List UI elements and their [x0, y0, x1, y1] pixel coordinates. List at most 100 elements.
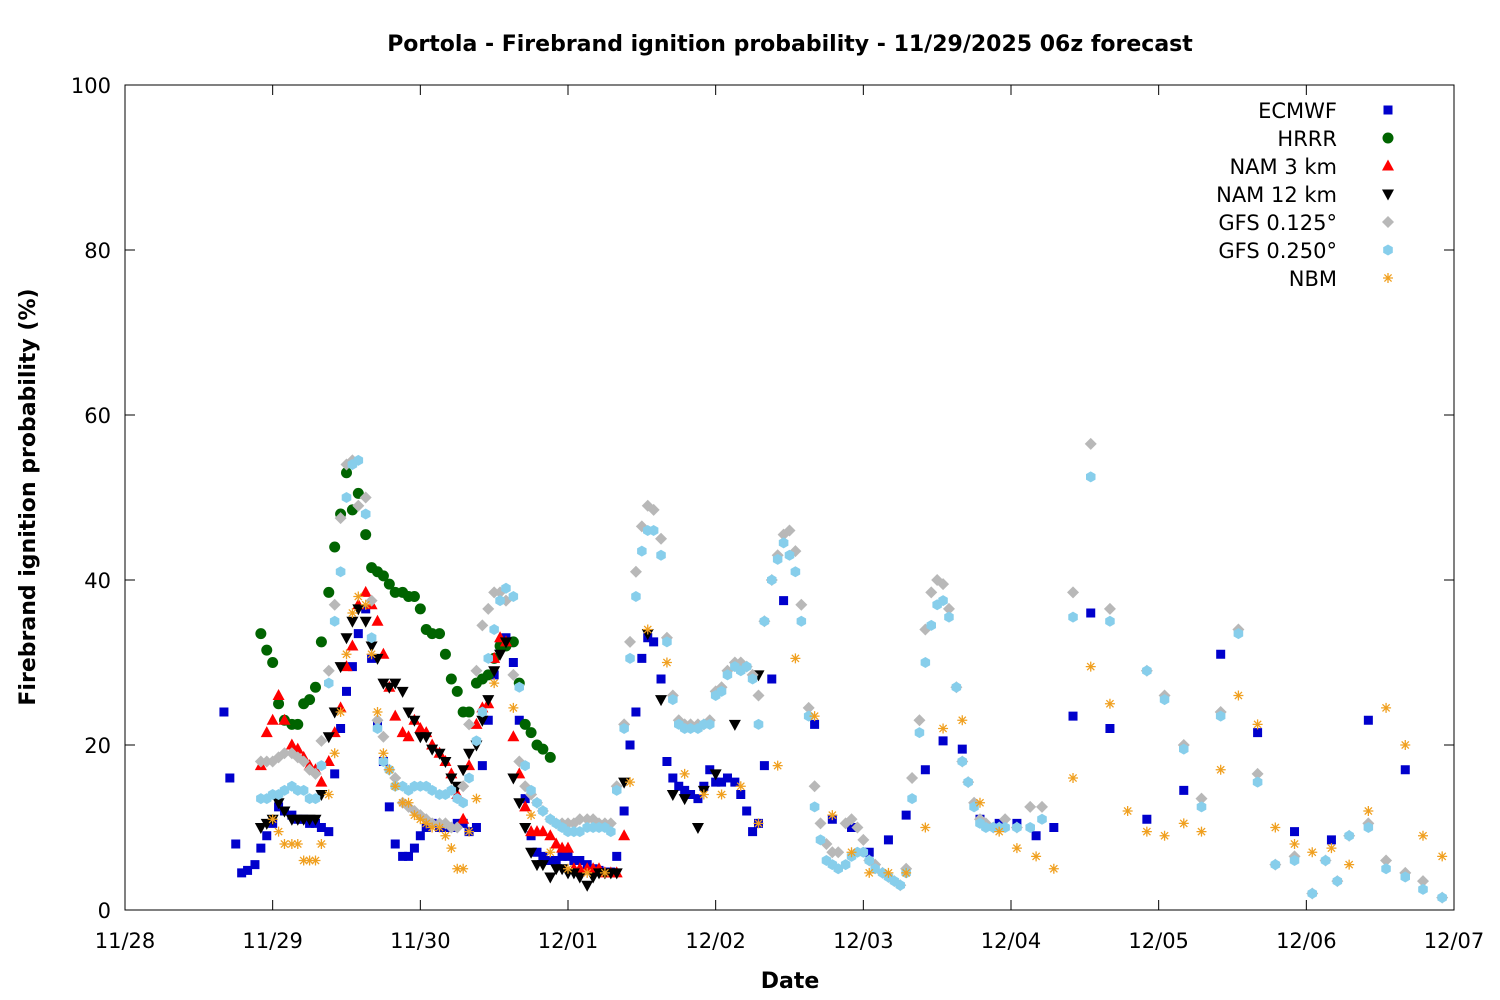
y-tick-label: 100 [71, 74, 111, 98]
data-point [668, 773, 678, 783]
legend-label: GFS 0.250° [1218, 239, 1337, 263]
data-point [489, 678, 500, 689]
data-point [705, 765, 715, 775]
x-tick-label: 11/30 [390, 929, 451, 953]
legend: ECMWF HRRR NAM 3 km NAM 12 km GFS 0.125° GFS … [1216, 99, 1394, 291]
data-point [483, 715, 493, 725]
data-point [408, 715, 421, 727]
data-point [1320, 855, 1331, 866]
data-point [360, 529, 372, 541]
data-point [1067, 586, 1080, 599]
data-point [482, 695, 495, 707]
data-point [353, 629, 363, 639]
data-point [814, 817, 827, 830]
data-point [315, 775, 328, 787]
data-point [1363, 715, 1373, 725]
x-tick-label: 12/05 [1128, 929, 1189, 953]
data-point [458, 863, 469, 874]
data-point [1103, 602, 1116, 615]
data-point [243, 865, 253, 875]
data-point [619, 806, 629, 816]
data-point [957, 715, 968, 726]
x-tick-label: 12/07 [1424, 929, 1485, 953]
data-point [969, 801, 979, 813]
data-point [612, 851, 622, 861]
data-point [1049, 823, 1059, 832]
data-point [316, 839, 327, 849]
data-point [398, 851, 408, 861]
data-point [489, 624, 499, 635]
data-point [508, 591, 519, 602]
data-point [944, 611, 954, 623]
data-point [1179, 743, 1189, 755]
data-point [637, 653, 647, 663]
data-point [231, 839, 241, 849]
data-point [883, 867, 894, 878]
data-point [415, 831, 425, 841]
x-tick-label: 12/01 [538, 929, 599, 953]
data-point [446, 843, 457, 854]
data-point [329, 541, 341, 553]
data-point [1068, 611, 1078, 623]
data-point [285, 738, 298, 750]
data-point [563, 863, 573, 874]
data-point [1437, 892, 1447, 904]
data-point [1381, 702, 1392, 713]
data-point [225, 773, 235, 783]
data-point [624, 635, 637, 648]
data-point [1215, 764, 1226, 775]
data-point [335, 566, 346, 578]
data-point [1380, 854, 1393, 867]
data-point [316, 823, 326, 832]
data-point [366, 649, 377, 660]
data-point [329, 748, 340, 759]
data-point [668, 694, 678, 706]
legend-label: NAM 12 km [1216, 183, 1337, 207]
data-point [1012, 822, 1022, 833]
data-point [250, 860, 260, 870]
data-point [864, 855, 874, 866]
data-point [1418, 883, 1428, 895]
data-point [292, 839, 303, 849]
data-point [742, 806, 752, 816]
data-point [716, 685, 727, 697]
plot-frame [124, 84, 1455, 911]
data-point [809, 711, 820, 722]
data-point [508, 658, 518, 667]
series-6 [267, 591, 1448, 878]
data-point [536, 825, 549, 837]
data-point [851, 821, 864, 834]
data-point [538, 851, 548, 861]
data-point [974, 797, 985, 808]
data-point [1011, 843, 1022, 854]
data-point [286, 839, 297, 849]
series-3 [254, 604, 765, 892]
y-tick-label: 60 [84, 404, 111, 428]
data-point [693, 794, 703, 804]
data-point [383, 578, 395, 590]
data-point [1270, 859, 1281, 871]
data-point [341, 649, 352, 660]
data-point [538, 805, 548, 817]
legend-label: GFS 0.125° [1218, 211, 1337, 235]
data-point [445, 673, 457, 685]
data-point [457, 812, 470, 824]
data-point [722, 669, 733, 681]
data-point [304, 694, 316, 706]
data-point [415, 814, 426, 825]
data-point [1086, 608, 1096, 618]
data-point [439, 757, 452, 768]
data-point [507, 773, 520, 785]
data-point [815, 834, 826, 846]
data-point [1326, 835, 1336, 845]
data-point [661, 657, 672, 668]
data-point [778, 537, 789, 549]
data-point [920, 822, 931, 833]
data-point [655, 695, 668, 707]
data-point [514, 681, 524, 693]
data-point [698, 789, 709, 800]
data-point [426, 744, 439, 756]
data-point [747, 673, 758, 685]
x-tick-label: 11/28 [95, 929, 156, 953]
data-point [1289, 839, 1300, 849]
